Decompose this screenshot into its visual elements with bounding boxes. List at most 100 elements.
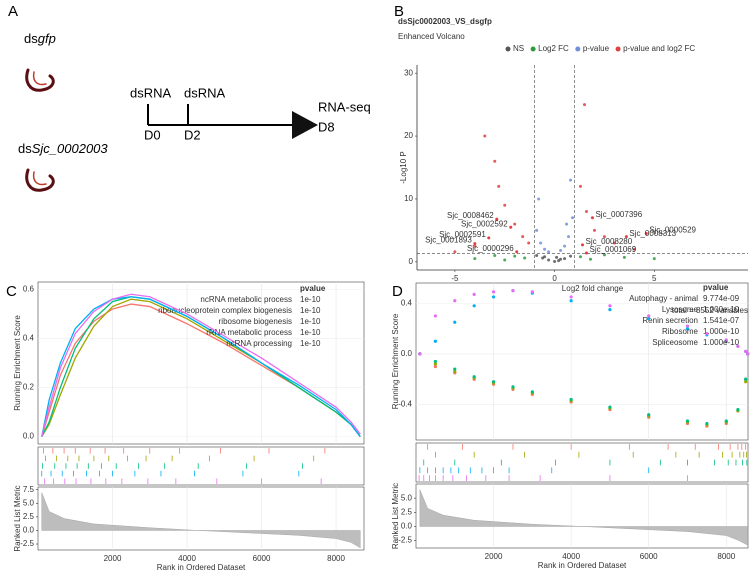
es-point [491, 380, 496, 384]
x-axis-label: Rank in Ordered Dataset [538, 561, 627, 570]
y-tick-label: -0.4 [398, 400, 412, 409]
gene: Sjc_0002003 [32, 141, 109, 156]
es-point [705, 332, 709, 336]
x-tick-label: 2000 [485, 552, 503, 561]
point [493, 159, 497, 163]
pvalue-label: 1.000e-10 [703, 327, 740, 336]
point [592, 228, 596, 232]
legend-label: ribonucleoprotein complex biogenesis [158, 306, 292, 315]
point [569, 254, 573, 258]
y-tick-label: -2.5 [20, 539, 34, 548]
prefix: ds [18, 141, 32, 156]
y-tick-label: 0.6 [23, 284, 35, 293]
es-point [744, 349, 748, 353]
annotation: Sjc_0008462 [447, 211, 494, 220]
point [493, 254, 497, 258]
point [612, 241, 616, 245]
annotated-point [487, 236, 491, 240]
plot-frame [37, 281, 365, 445]
annotated-point [509, 225, 513, 229]
x-tick-label: 8000 [327, 554, 345, 563]
es-point [685, 419, 690, 423]
legend-label: ncRNA metabolic process [200, 295, 292, 304]
y-tick-label: 0.4 [23, 334, 35, 343]
es-point [530, 390, 534, 394]
y-tick-label: 0 [409, 257, 414, 266]
y-tick-label: 5.0 [23, 498, 35, 507]
x-tick-label: -5 [451, 274, 459, 283]
prefix: ds [24, 31, 38, 46]
legend-swatch [530, 46, 536, 52]
panel-label: B [394, 3, 404, 20]
legend-label: Renin secretion [642, 316, 698, 325]
es-point [472, 292, 476, 296]
point [453, 250, 457, 254]
es-point [744, 380, 748, 384]
legend-swatch [615, 46, 621, 52]
point [553, 260, 557, 264]
point [563, 244, 567, 248]
point [569, 178, 573, 182]
caption: total = 8552 variables [672, 306, 748, 315]
x-tick-label: 4000 [178, 554, 196, 563]
y-tick-label: 0.0 [401, 522, 413, 531]
x-axis-label: Log2 fold change [562, 284, 624, 293]
pvalue-label: 1.000e-10 [703, 305, 740, 314]
y-tick-label: 7.5 [23, 485, 35, 494]
point [503, 203, 507, 207]
x-axis-label: Rank in Ordered Dataset [157, 563, 246, 572]
metric-area [419, 489, 748, 546]
y-tick-label: 30 [404, 68, 413, 77]
es-point [608, 405, 612, 409]
x-tick-label: 5 [652, 274, 657, 283]
timeline-arrow [292, 111, 318, 139]
step-label: dsRNA [130, 85, 172, 100]
y-tick-label: 2.5 [401, 507, 413, 516]
legend-label: NS [513, 44, 524, 53]
point [513, 222, 517, 226]
point [483, 134, 487, 138]
point [535, 254, 539, 258]
es-point [433, 339, 437, 343]
metric-area [41, 492, 361, 549]
es-point [685, 326, 690, 331]
annotated-point [590, 216, 594, 220]
y-tick-label: 10 [404, 194, 413, 203]
es-point [724, 338, 728, 342]
y-tick-label: 0.4 [401, 298, 413, 307]
legend-label: rRNA metabolic process [206, 328, 292, 337]
point [632, 247, 636, 251]
annotation: Sjc_0001069 [589, 245, 636, 254]
gene: gfp [38, 31, 56, 46]
es-point [491, 295, 496, 299]
es-point [453, 370, 457, 374]
pvalue-label: 1.541e-07 [703, 316, 740, 325]
panel-label: D [392, 283, 403, 300]
y-axis-label: Ranked List Metric [391, 483, 400, 549]
point [497, 184, 501, 188]
plot-frame [37, 446, 365, 486]
point [602, 253, 606, 257]
x-tick-label: 2000 [104, 554, 122, 563]
es-point [491, 290, 496, 294]
annotation: Sjc_0007396 [595, 210, 642, 219]
worm-icon [25, 168, 55, 192]
day-label: D0 [144, 127, 161, 142]
es-point [569, 299, 573, 303]
x-tick-label: 6000 [640, 552, 658, 561]
y-axis-label: -Log10 P [399, 151, 408, 183]
point [571, 216, 575, 220]
es-point [608, 304, 612, 308]
annotation: Sjc_0008313 [629, 229, 676, 238]
es-line [41, 293, 361, 437]
y-axis-label: Ranked List Metric [13, 485, 22, 551]
point [559, 249, 563, 253]
es-point [453, 367, 457, 371]
panel-label: A [8, 3, 18, 20]
point [584, 210, 588, 214]
point [559, 257, 563, 261]
es-point [685, 324, 690, 328]
worm-icon [32, 171, 47, 186]
point [563, 257, 567, 261]
es-point [433, 359, 437, 364]
